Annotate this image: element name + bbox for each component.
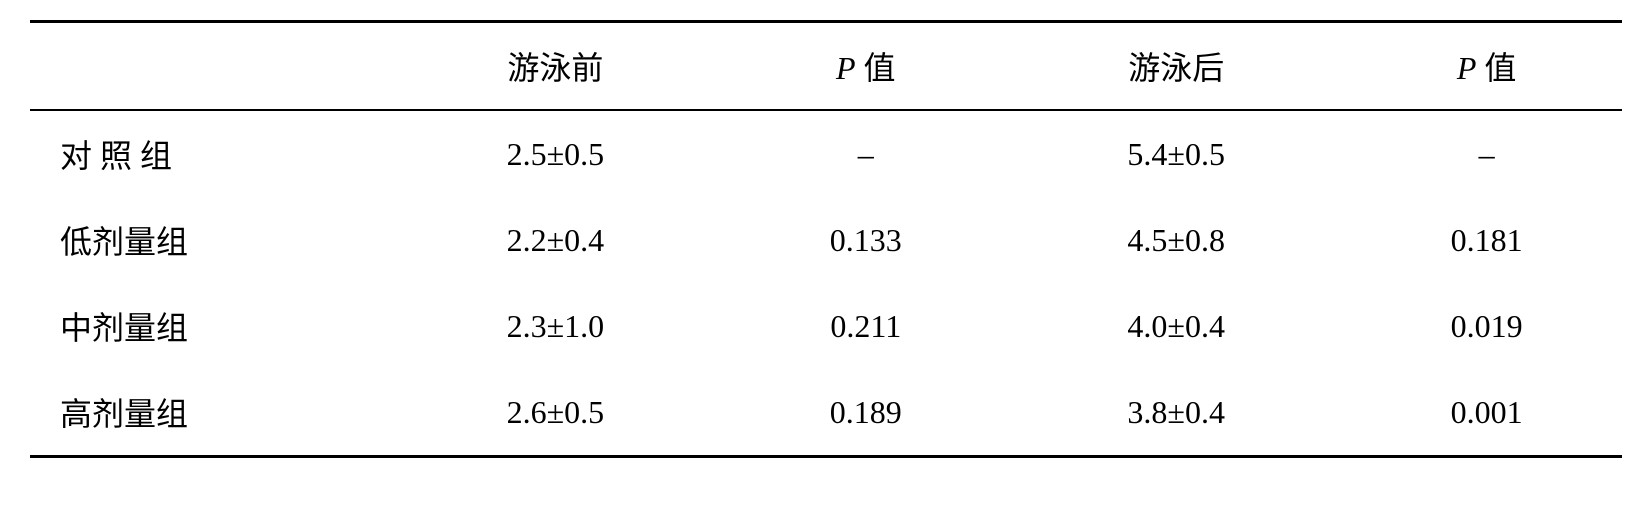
table-body: 对 照 组 2.5±0.5 – 5.4±0.5 – 低剂量组 2.2±0.4 0… [30,110,1622,457]
col-header-p1: P 值 [730,22,1001,111]
cell-before: 2.5±0.5 [380,110,730,197]
table-row: 高剂量组 2.6±0.5 0.189 3.8±0.4 0.001 [30,369,1622,457]
cell-after: 5.4±0.5 [1001,110,1351,197]
cell-p2: 0.001 [1351,369,1622,457]
cell-p1: – [730,110,1001,197]
table-header-row: 游泳前 P 值 游泳后 P 值 [30,22,1622,111]
cell-p2: 0.181 [1351,197,1622,283]
cell-after: 3.8±0.4 [1001,369,1351,457]
cell-p1: 0.133 [730,197,1001,283]
data-table: 游泳前 P 值 游泳后 P 值 对 照 组 2.5±0.5 – 5.4±0.5 … [30,20,1622,458]
cell-p1: 0.211 [730,283,1001,369]
cell-before: 2.3±1.0 [380,283,730,369]
table-row: 低剂量组 2.2±0.4 0.133 4.5±0.8 0.181 [30,197,1622,283]
table-row: 对 照 组 2.5±0.5 – 5.4±0.5 – [30,110,1622,197]
cell-p2: 0.019 [1351,283,1622,369]
p-rest: 值 [856,50,896,86]
col-header-before: 游泳前 [380,22,730,111]
table-row: 中剂量组 2.3±1.0 0.211 4.0±0.4 0.019 [30,283,1622,369]
cell-p1: 0.189 [730,369,1001,457]
col-header-p2: P 值 [1351,22,1622,111]
cell-after: 4.0±0.4 [1001,283,1351,369]
cell-group: 低剂量组 [30,197,380,283]
cell-after: 4.5±0.8 [1001,197,1351,283]
col-header-group [30,22,380,111]
p-rest: 值 [1476,50,1516,86]
cell-before: 2.6±0.5 [380,369,730,457]
col-header-after: 游泳后 [1001,22,1351,111]
p-italic: P [1457,50,1477,86]
cell-before: 2.2±0.4 [380,197,730,283]
cell-group: 对 照 组 [30,110,380,197]
cell-group: 高剂量组 [30,369,380,457]
p-italic: P [836,50,856,86]
cell-group: 中剂量组 [30,283,380,369]
cell-p2: – [1351,110,1622,197]
